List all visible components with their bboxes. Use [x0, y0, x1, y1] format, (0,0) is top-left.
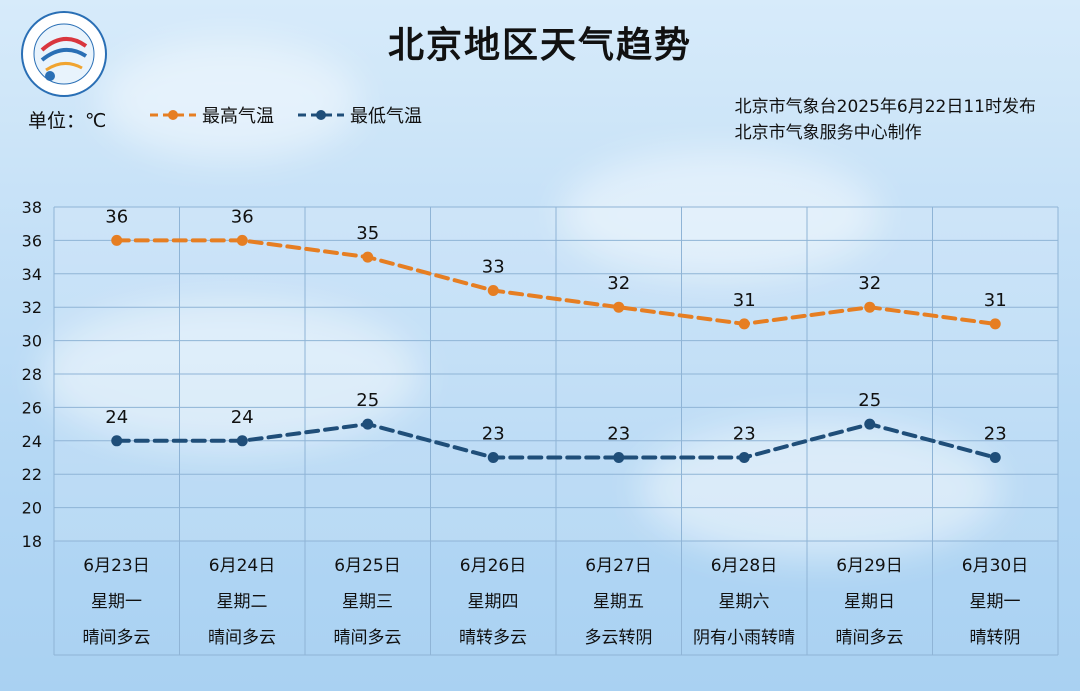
meteorological-service-logo [21, 11, 107, 97]
x-tick-label-date: 6月30日 [961, 556, 1029, 576]
weekday-label: 星期二 [216, 592, 268, 612]
day-column: 6月24日星期二晴间多云 [180, 548, 305, 656]
legend-high: 最高气温 [148, 102, 274, 128]
data-point-high [989, 318, 1001, 330]
data-label-high: 35 [356, 223, 379, 244]
data-point-low [487, 452, 499, 463]
data-point-low [362, 418, 374, 430]
weather-label: 晴转阴 [969, 628, 1021, 648]
data-point-high [487, 285, 499, 296]
data-point-low [989, 452, 1001, 463]
x-tick-label-date: 6月27日 [585, 556, 652, 576]
legend-high-label: 最高气温 [202, 106, 274, 127]
data-label-low: 23 [984, 424, 1007, 445]
legend-low: 最低气温 [296, 102, 422, 128]
weekday-label: 星期一 [969, 592, 1021, 612]
y-tick-label: 24 [22, 432, 42, 451]
legend-high-line-icon [150, 110, 196, 120]
issuer-info: 北京市气象台2025年6月22日11时发布 北京市气象服务中心制作 [735, 94, 1036, 146]
weekday-label: 星期四 [467, 592, 519, 612]
issuer-line-1: 北京市气象台2025年6月22日11时发布 [734, 97, 1036, 117]
x-tick-label-date: 6月28日 [710, 556, 778, 576]
series-line-low [114, 422, 998, 460]
x-tick-label-date: 6月25日 [334, 556, 401, 576]
weekday-label: 星期五 [593, 592, 644, 612]
day-column: 6月29日星期日晴间多云 [807, 548, 932, 656]
y-tick-label: 34 [22, 265, 42, 284]
data-point-high [362, 251, 374, 263]
legend-low-label: 最低气温 [350, 106, 422, 127]
data-label-low: 24 [105, 407, 128, 428]
y-tick-label: 26 [22, 398, 42, 417]
day-column: 6月27日星期五多云转阴 [556, 548, 681, 656]
issuer-line-2: 北京市气象服务中心制作 [734, 123, 922, 143]
data-label-low: 23 [482, 424, 505, 445]
data-point-low [111, 435, 123, 447]
page-title: 北京地区天气趋势 [387, 24, 692, 66]
data-label-high: 31 [733, 290, 756, 311]
weather-label: 晴转多云 [459, 628, 527, 648]
y-tick-label: 18 [22, 532, 42, 551]
weather-label: 晴间多云 [333, 628, 402, 648]
x-tick-label-date: 6月24日 [208, 556, 276, 576]
data-point-low [236, 435, 248, 447]
background-cloud [560, 150, 880, 280]
day-column: 6月28日星期六阴有小雨转晴 [682, 548, 807, 656]
weekday-label: 星期一 [91, 592, 142, 612]
weekday-label: 星期日 [844, 592, 895, 612]
background-cloud [100, 40, 360, 160]
data-label-low: 24 [231, 407, 254, 428]
y-tick-label: 20 [22, 499, 42, 518]
data-point-high [111, 234, 123, 246]
data-point-high [738, 318, 750, 330]
weather-label: 晴间多云 [82, 628, 151, 648]
data-label-low: 25 [858, 390, 881, 411]
y-tick-label: 30 [22, 332, 42, 351]
weekday-label: 星期六 [718, 592, 770, 612]
data-label-high: 36 [105, 206, 128, 227]
day-column: 6月30日星期一晴转阴 [933, 548, 1058, 656]
legend-low-line-icon [298, 110, 344, 120]
x-tick-label-date: 6月29日 [836, 556, 903, 576]
data-point-low [738, 452, 750, 463]
data-label-low: 23 [733, 424, 756, 445]
unit-label: 单位：℃ [28, 110, 107, 132]
weather-label: 阴有小雨转晴 [693, 628, 795, 648]
data-point-high [236, 234, 248, 246]
y-tick-label: 36 [22, 231, 42, 250]
x-tick-label-date: 6月23日 [83, 556, 150, 576]
data-label-high: 36 [231, 206, 254, 227]
data-label-high: 33 [482, 257, 505, 278]
weather-label: 晴间多云 [835, 628, 904, 648]
data-label-high: 32 [858, 273, 881, 294]
y-tick-label: 22 [22, 465, 42, 484]
data-point-low [613, 452, 625, 463]
data-label-low: 25 [356, 390, 379, 411]
data-point-high [613, 301, 625, 313]
day-column: 6月25日星期三晴间多云 [305, 548, 430, 656]
y-tick-label: 38 [22, 198, 42, 217]
series-line-high [114, 238, 998, 326]
data-label-high: 31 [984, 290, 1007, 311]
y-tick-label: 28 [22, 365, 42, 384]
weather-label: 多云转阴 [584, 628, 653, 648]
weather-label: 晴间多云 [208, 628, 276, 648]
y-tick-label: 32 [22, 298, 42, 317]
x-tick-label-date: 6月26日 [459, 556, 527, 576]
data-point-low [864, 418, 876, 430]
weekday-label: 星期三 [342, 592, 393, 612]
day-column: 6月23日星期一晴间多云 [54, 548, 179, 656]
data-point-high [864, 301, 876, 313]
day-column: 6月26日星期四晴转多云 [431, 548, 556, 656]
data-label-low: 23 [607, 424, 630, 445]
data-label-high: 32 [607, 273, 630, 294]
